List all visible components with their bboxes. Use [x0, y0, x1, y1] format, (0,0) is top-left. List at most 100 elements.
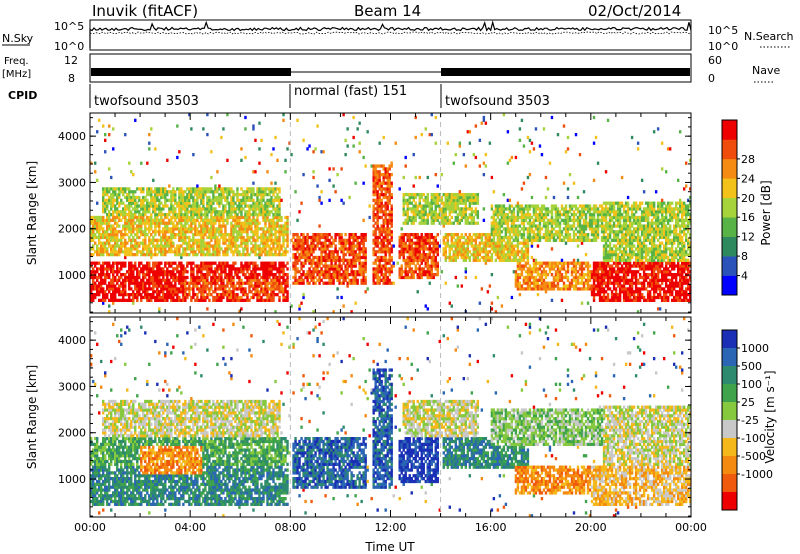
echo-cell: [178, 233, 181, 237]
echo-cell: [218, 238, 221, 242]
echo-cell: [322, 281, 325, 285]
echo-cell: [264, 230, 267, 234]
echo-cell: [192, 227, 195, 231]
echo-cell: [322, 275, 325, 280]
echo-cell: [198, 247, 201, 251]
echo-cell: [142, 273, 145, 277]
echo-cell: [330, 235, 333, 240]
echo-cell: [252, 293, 255, 297]
echo-cell: [414, 255, 417, 260]
echo-cell: [420, 207, 423, 211]
echo-cell: [206, 250, 209, 254]
echo-cell: [110, 218, 113, 222]
echo-cell: [198, 210, 201, 214]
echo-cell: [372, 215, 375, 220]
echo-cell: [374, 238, 377, 242]
echo-cell: [282, 275, 285, 280]
echo-cell: [218, 230, 221, 234]
echo-cell: [428, 201, 431, 205]
echo-cell: [268, 293, 271, 297]
echo-cell: [218, 287, 221, 291]
echo-cell: [400, 273, 403, 277]
echo-cell: [182, 230, 185, 234]
echo-cell: [104, 210, 107, 214]
echo-cell: [148, 281, 151, 285]
echo-cell: [188, 195, 191, 200]
echo-cell: [516, 281, 520, 285]
echo-cell: [408, 267, 411, 271]
echo-cell: [154, 244, 157, 248]
echo-cell: [192, 210, 195, 214]
echo-cell: [136, 290, 139, 294]
echo-cell: [174, 273, 177, 277]
echo-cell: [170, 298, 173, 302]
echo-cell: [144, 207, 147, 211]
echo-cell: [192, 273, 195, 277]
echo-cell: [360, 281, 363, 285]
echo-cell: [246, 218, 249, 222]
echo-cell: [420, 273, 423, 277]
echo-cell: [160, 247, 163, 251]
echo-cell: [270, 287, 273, 291]
echo-cell: [330, 258, 333, 262]
echo-cell: [168, 230, 171, 234]
echo-cell: [434, 193, 437, 197]
echo-cell: [196, 244, 199, 248]
echo-cell: [276, 207, 279, 211]
echo-cell: [142, 218, 145, 222]
echo-cell: [214, 273, 217, 277]
echo-cell: [208, 273, 211, 277]
echo-cell: [472, 244, 476, 248]
echo-cell: [134, 287, 137, 291]
echo-cell: [492, 215, 496, 220]
echo-cell: [214, 241, 217, 245]
echo-cell: [120, 241, 123, 245]
echo-cell: [130, 204, 133, 208]
echo-cell: [294, 261, 297, 265]
echo-cell: [98, 238, 101, 242]
echo-cell: [202, 198, 205, 202]
echo-cell: [148, 253, 151, 257]
echo-cell: [306, 275, 309, 280]
echo-cell: [362, 264, 365, 268]
echo-cell: [502, 221, 506, 225]
echo-cell: [500, 215, 504, 220]
echo-cell: [172, 295, 175, 300]
echo-cell: [188, 284, 191, 288]
echo-cell: [140, 204, 143, 208]
echo-cell: [398, 255, 401, 260]
echo-cell: [378, 195, 381, 200]
echo-cell: [320, 190, 323, 194]
echo-cell: [282, 270, 285, 274]
echo-cell: [244, 230, 247, 234]
echo-cell: [386, 270, 389, 274]
echo-cell: [170, 227, 173, 231]
echo-cell: [204, 287, 207, 291]
echo-cell: [286, 281, 289, 285]
echo-cell: [502, 244, 506, 248]
echo-cell: [162, 270, 165, 274]
echo-cell: [352, 250, 355, 254]
echo-cell: [102, 204, 105, 208]
echo-cell: [188, 244, 191, 248]
echo-cell: [418, 270, 421, 274]
echo-cell: [278, 218, 281, 222]
echo-cell: [284, 233, 287, 237]
echo-cell: [320, 278, 323, 282]
echo-cell: [474, 155, 478, 160]
echo-cell: [404, 270, 407, 274]
echo-cell: [154, 298, 157, 302]
echo-cell: [496, 221, 500, 225]
echo-cell: [138, 275, 141, 280]
echo-cell: [202, 235, 205, 240]
echo-cell: [208, 233, 211, 237]
echo-cell: [372, 247, 375, 251]
echo-cell: [446, 198, 449, 202]
echo-cell: [326, 238, 329, 242]
echo-cell: [198, 287, 201, 291]
echo-cell: [188, 190, 191, 194]
echo-cell: [406, 218, 409, 222]
echo-cell: [116, 233, 119, 237]
echo-cell: [268, 221, 271, 225]
echo-cell: [102, 210, 105, 214]
